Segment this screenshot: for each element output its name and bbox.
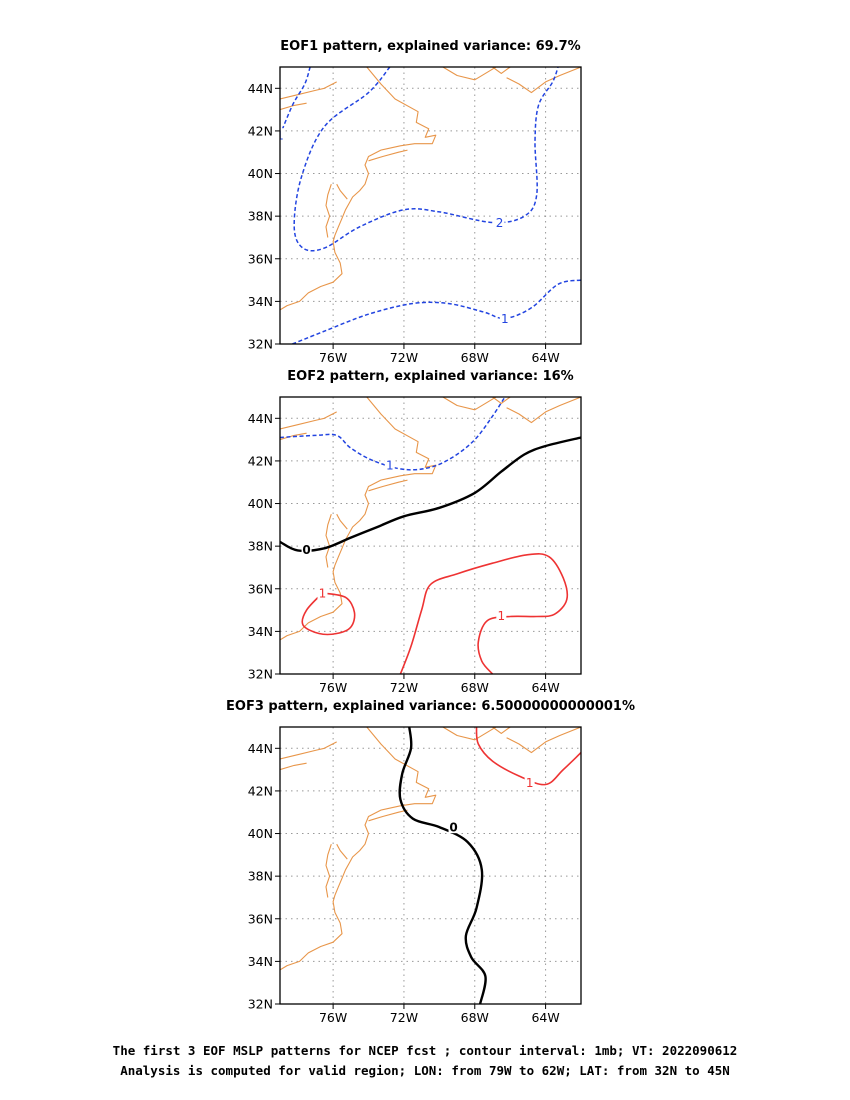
coastline: [442, 727, 497, 741]
y-tick-label: 44N: [248, 411, 273, 426]
coastline: [280, 432, 307, 441]
x-tick-label: 72W: [390, 350, 418, 365]
y-tick-label: 38N: [248, 209, 273, 224]
coastline: [280, 727, 437, 971]
y-tick-label: 34N: [248, 624, 273, 639]
coastline: [492, 397, 511, 404]
contour-label: 1: [526, 776, 534, 790]
coastline: [325, 514, 332, 568]
contour-line-level-neg1: [280, 397, 506, 471]
contour-label: 1: [501, 312, 509, 326]
x-tick-label: 68W: [461, 680, 489, 695]
y-tick-label: 32N: [248, 667, 273, 682]
figure-caption-line-1: The first 3 EOF MSLP patterns for NCEP f…: [112, 1043, 738, 1058]
contour-label: 0: [449, 821, 457, 835]
coastline: [280, 741, 337, 760]
x-tick-label: 64W: [531, 680, 559, 695]
coastline: [280, 762, 307, 771]
contour-line-level-neg1: [292, 279, 581, 344]
y-tick-label: 42N: [248, 783, 273, 798]
eof-panel-1: EOF1 pattern, explained variance: 69.7% 1…: [248, 39, 582, 365]
x-tick-label: 76W: [319, 350, 347, 365]
y-tick-label: 42N: [248, 123, 273, 138]
coastline: [442, 67, 497, 81]
contour-line-level-1: [301, 592, 356, 636]
figure-caption-line-2: Analysis is computed for valid region; L…: [120, 1063, 730, 1078]
y-tick-label: 40N: [248, 166, 273, 181]
y-tick-label: 42N: [248, 453, 273, 468]
y-tick-label: 32N: [248, 997, 273, 1012]
panel-title: EOF1 pattern, explained variance: 69.7%: [280, 39, 580, 54]
x-tick-label: 68W: [461, 1010, 489, 1025]
map-frame: [279, 66, 582, 345]
contour-label: 2: [496, 216, 504, 230]
contour-line-level-0: [280, 436, 581, 553]
coastline: [506, 67, 581, 94]
coastline: [368, 809, 408, 822]
coastline: [280, 81, 337, 100]
x-tick-label: 76W: [319, 1010, 347, 1025]
coastline: [442, 397, 497, 411]
x-tick-label: 68W: [461, 350, 489, 365]
y-tick-label: 40N: [248, 496, 273, 511]
x-tick-label: 64W: [531, 1010, 559, 1025]
coastline: [280, 102, 307, 111]
contour-label: 1: [276, 129, 284, 143]
coastline: [280, 411, 337, 430]
y-tick-label: 38N: [248, 869, 273, 884]
coastline: [336, 843, 348, 860]
coastline: [492, 727, 511, 734]
coastline: [336, 183, 348, 200]
contour-label: 1: [498, 609, 506, 623]
y-tick-label: 32N: [248, 337, 273, 352]
eof-panel-2: EOF2 pattern, explained variance: 16% 1 0 1…: [248, 369, 582, 695]
eof-panel-3: EOF3 pattern, explained variance: 6.5000…: [226, 699, 635, 1025]
map-frame: [279, 396, 582, 675]
contour-line-level-neg2: [293, 67, 559, 252]
y-tick-label: 36N: [248, 251, 273, 266]
y-tick-label: 44N: [248, 741, 273, 756]
x-tick-label: 76W: [319, 680, 347, 695]
panel-title: EOF2 pattern, explained variance: 16%: [287, 369, 573, 384]
y-tick-label: 34N: [248, 294, 273, 309]
y-tick-label: 40N: [248, 826, 273, 841]
coastline: [506, 397, 581, 424]
contour-label: 1: [319, 587, 327, 601]
map-frame: [279, 726, 582, 1005]
coastline: [336, 513, 348, 530]
y-tick-label: 38N: [248, 539, 273, 554]
y-tick-label: 36N: [248, 581, 273, 596]
coastline: [325, 184, 332, 238]
x-tick-label: 72W: [390, 680, 418, 695]
coastline: [492, 67, 511, 74]
x-tick-label: 64W: [531, 350, 559, 365]
y-tick-label: 36N: [248, 911, 273, 926]
contour-label: 1: [386, 459, 394, 473]
contour-label: 0: [302, 543, 310, 557]
coastline: [280, 397, 437, 641]
coastline: [368, 479, 408, 492]
x-tick-label: 72W: [390, 1010, 418, 1025]
contour-line-level-neg1: [280, 67, 311, 136]
contour-line-level-1: [399, 553, 569, 674]
y-tick-label: 44N: [248, 81, 273, 96]
contour-line-level-1: [475, 727, 581, 786]
coastline: [506, 727, 581, 754]
coastline: [325, 844, 332, 898]
contour-line-level-0: [398, 727, 487, 1004]
y-tick-label: 34N: [248, 954, 273, 969]
coastline: [368, 149, 408, 162]
coastline: [280, 67, 437, 311]
panel-title: EOF3 pattern, explained variance: 6.5000…: [226, 699, 635, 714]
